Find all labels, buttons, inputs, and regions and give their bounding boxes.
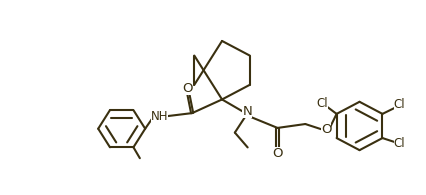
Text: NH: NH — [151, 110, 168, 123]
Text: N: N — [242, 105, 251, 118]
Text: O: O — [320, 123, 331, 136]
Text: O: O — [272, 147, 282, 160]
Text: Cl: Cl — [316, 97, 327, 110]
Text: O: O — [182, 82, 193, 95]
Text: Cl: Cl — [393, 98, 404, 111]
Text: Cl: Cl — [393, 137, 404, 150]
